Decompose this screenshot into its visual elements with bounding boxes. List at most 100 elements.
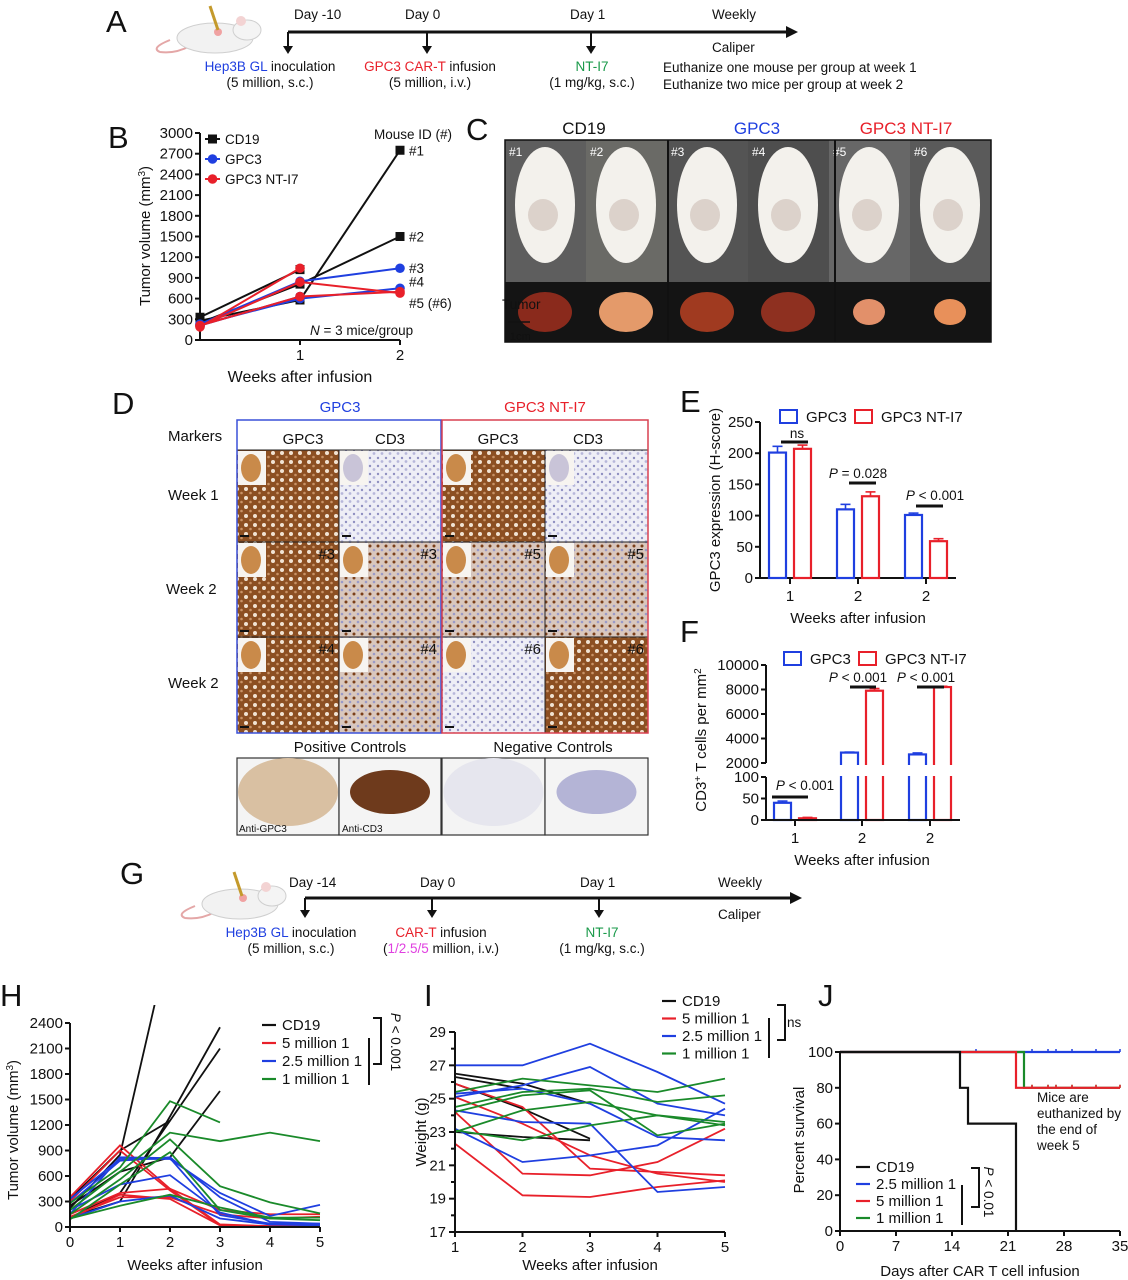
x-tick-label: 0 xyxy=(836,1238,844,1255)
y-tick-label: 6000 xyxy=(726,706,759,723)
x-tick-label: 0 xyxy=(66,1234,74,1251)
y-tick-label: 300 xyxy=(38,1194,63,1211)
y-axis-label: GPC3 expression (H-score) xyxy=(707,408,724,592)
survival-curve-5-million-1 xyxy=(840,1050,1120,1089)
panel-label-d: D xyxy=(112,386,134,421)
y-tick-label: 0 xyxy=(745,570,753,587)
y-tick-label: 2400 xyxy=(160,166,193,183)
mouse-id-header: Mouse ID (#) xyxy=(374,127,452,142)
bar-gpc3 xyxy=(835,508,856,580)
significance-label: P = 0.028 xyxy=(829,466,887,481)
y-tick-label: 0 xyxy=(825,1223,833,1240)
y-tick-label: 150 xyxy=(728,476,753,493)
y-tick-label: 100 xyxy=(808,1044,833,1061)
x-tick-label: 2 xyxy=(396,347,404,364)
legend-label: GPC3 xyxy=(810,651,851,668)
p-italic: P xyxy=(829,466,838,481)
control-section xyxy=(443,758,544,826)
panel-label-f: F xyxy=(680,614,699,649)
p-value: ns xyxy=(790,426,805,441)
survival-curve-cd19 xyxy=(840,1050,1018,1231)
series-line-5-million-1 xyxy=(454,1111,726,1177)
x-tick-label: 1 xyxy=(791,830,799,847)
series-line-1-million-1 xyxy=(454,1077,726,1093)
stat-bracket xyxy=(777,1004,786,1041)
y-tick-label: 2100 xyxy=(30,1041,63,1058)
y-tick-label: 1200 xyxy=(30,1117,63,1134)
axis-break-gap xyxy=(768,765,958,776)
y-tick-label: 50 xyxy=(742,791,759,808)
marker-header: CD3 xyxy=(573,431,603,448)
p-value: < 0.001 xyxy=(388,1022,403,1071)
x-tick-label: 1 xyxy=(786,588,794,605)
chart-f: 2000 4000 6000 8000 10000 0 50 100 1 2 2 GPC3 GPC3 N… xyxy=(693,651,967,869)
series-line-2.5-million-1 xyxy=(455,1042,726,1105)
y-tick-label: 2700 xyxy=(160,146,193,163)
p-value: < 0.001 xyxy=(906,670,955,685)
y-tick-label: 60 xyxy=(816,1116,833,1133)
x-tick-label: 3 xyxy=(586,1239,594,1256)
tile-id: #5 xyxy=(627,546,644,563)
x-tick-label: 4 xyxy=(653,1239,661,1256)
event-sub: (5 million, s.c.) xyxy=(226,75,313,90)
y-tick-label: 80 xyxy=(816,1080,833,1097)
control-tag: Anti-GPC3 xyxy=(239,824,287,835)
data-point xyxy=(295,277,305,287)
series-line-2.5-million-1 xyxy=(69,1194,321,1227)
event-label: GPC3 CAR-T infusion xyxy=(364,59,496,74)
legend-label: 2.5 million 1 xyxy=(282,1053,362,1070)
survival-annotation: euthanized by xyxy=(1037,1106,1121,1121)
x-tick-label: 3 xyxy=(216,1234,224,1251)
excised-tumor xyxy=(853,299,885,325)
data-point xyxy=(395,263,405,274)
ihc-inset-section xyxy=(549,546,569,574)
y-tick-label: 27 xyxy=(429,1057,446,1074)
control-section xyxy=(556,770,637,814)
x-axis-label: Weeks after infusion xyxy=(794,852,930,869)
y-tick-label: 250 xyxy=(728,414,753,431)
x-axis-label: Weeks after infusion xyxy=(790,610,926,627)
x-tick-label: 5 xyxy=(721,1239,729,1256)
x-tick-label: 2 xyxy=(854,588,862,605)
y-tick-label: 21 xyxy=(429,1157,446,1174)
bar-gpc3-nt-i7 xyxy=(860,495,881,580)
y-tick-label: 600 xyxy=(168,291,193,308)
panel-label-g: G xyxy=(120,856,144,891)
x-tick-label: 14 xyxy=(944,1238,961,1255)
label-part: Percent survival xyxy=(791,1087,808,1194)
tile-id: #6 xyxy=(524,641,541,658)
panel-label-c: C xyxy=(466,112,488,147)
mouse-id-label: #1 xyxy=(509,145,523,159)
data-point xyxy=(195,320,205,331)
series-line-1-million-1 xyxy=(69,1151,321,1222)
ihc-inset-section xyxy=(241,454,261,482)
label-part: Tumor volume (mm xyxy=(137,177,154,306)
significance-label: P < 0.001 xyxy=(776,778,834,793)
marker-header: CD3 xyxy=(375,431,405,448)
legend-label: CD19 xyxy=(682,993,720,1010)
mouse-id-label: #3 xyxy=(671,145,685,159)
controls-header: Positive Controls xyxy=(294,739,407,756)
p-value: < 0.001 xyxy=(838,670,887,685)
group-header: GPC3 xyxy=(734,119,780,138)
bar-gpc3-nt-i7 xyxy=(792,447,813,580)
control-section xyxy=(238,758,338,826)
survival-annotation: the end of xyxy=(1037,1122,1097,1137)
tumor-label: Tumor xyxy=(502,297,541,312)
excised-tumor xyxy=(934,299,966,325)
legend-label: 5 million 1 xyxy=(682,1011,750,1028)
x-tick-label: 1 xyxy=(296,347,304,364)
series-line-1-million-1 xyxy=(69,1131,321,1211)
bar-gpc3-nt-i7 xyxy=(928,540,949,580)
series-line-2.5-million-1 xyxy=(454,1066,726,1117)
group-header: GPC3 NT-I7 xyxy=(504,399,586,416)
series-line-2.5-million-1 xyxy=(454,1109,726,1193)
label-part: T cells per mm xyxy=(693,674,710,776)
stat-bracket xyxy=(971,1167,980,1208)
y-axis-label: CD3+ T cells per mm2 xyxy=(693,668,711,812)
event-sub: (5 million, i.v.) xyxy=(389,75,471,90)
y-tick-label: 10000 xyxy=(717,657,759,674)
chart-e: 0 50 100 150 200 250 1 2 2 GPC3 GPC3 NT-I7 ns P = 0.… xyxy=(707,408,964,627)
tile-id: #4 xyxy=(318,641,335,658)
